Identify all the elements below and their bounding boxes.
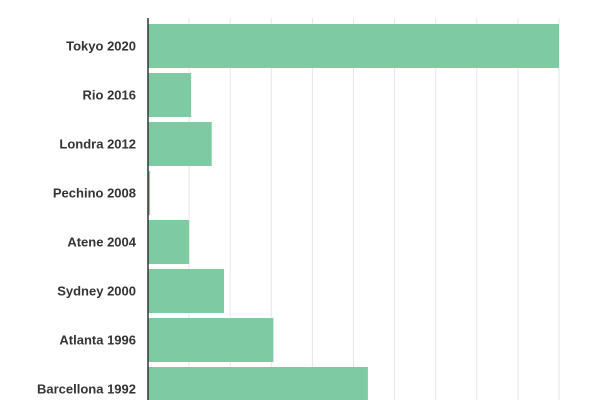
gridlines [188, 18, 560, 400]
bar-tokyo-2020 [148, 24, 559, 68]
bar-atlanta-1996 [148, 318, 274, 362]
category-label: Sydney 2000 [57, 284, 136, 299]
category-label: Barcellona 1992 [37, 382, 136, 397]
category-labels: Tokyo 2020 Rio 2016 Londra 2012 Pechino 200… [37, 39, 137, 397]
bar-barcellona-1992 [148, 367, 368, 400]
category-label: Tokyo 2020 [66, 39, 136, 54]
bar-rio-2016 [148, 73, 192, 117]
category-label: Atene 2004 [67, 235, 136, 250]
category-label: Pechino 2008 [53, 186, 136, 201]
category-label: Rio 2016 [83, 88, 136, 103]
bar-sydney-2000 [148, 269, 225, 313]
bar-atene-2004 [148, 220, 190, 264]
bars [148, 24, 559, 400]
category-label: Londra 2012 [59, 137, 136, 152]
bar-pechino-2008 [148, 171, 151, 215]
category-label: Atlanta 1996 [59, 333, 136, 348]
bar-londra-2012 [148, 122, 212, 166]
